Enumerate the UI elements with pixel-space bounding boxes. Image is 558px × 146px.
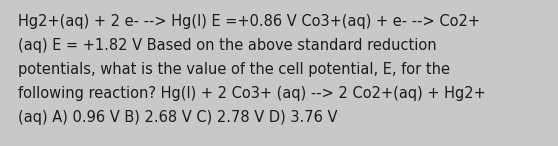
Text: following reaction? Hg(l) + 2 Co3+ (aq) --> 2 Co2+(aq) + Hg2+: following reaction? Hg(l) + 2 Co3+ (aq) … (18, 86, 486, 101)
Text: (aq) E = +1.82 V Based on the above standard reduction: (aq) E = +1.82 V Based on the above stan… (18, 38, 436, 53)
Text: Hg2+(aq) + 2 e- --> Hg(l) E =+0.86 V Co3+(aq) + e- --> Co2+: Hg2+(aq) + 2 e- --> Hg(l) E =+0.86 V Co3… (18, 14, 480, 29)
Text: (aq) A) 0.96 V B) 2.68 V C) 2.78 V D) 3.76 V: (aq) A) 0.96 V B) 2.68 V C) 2.78 V D) 3.… (18, 110, 338, 125)
Text: potentials, what is the value of the cell potential, E, for the: potentials, what is the value of the cel… (18, 62, 450, 77)
